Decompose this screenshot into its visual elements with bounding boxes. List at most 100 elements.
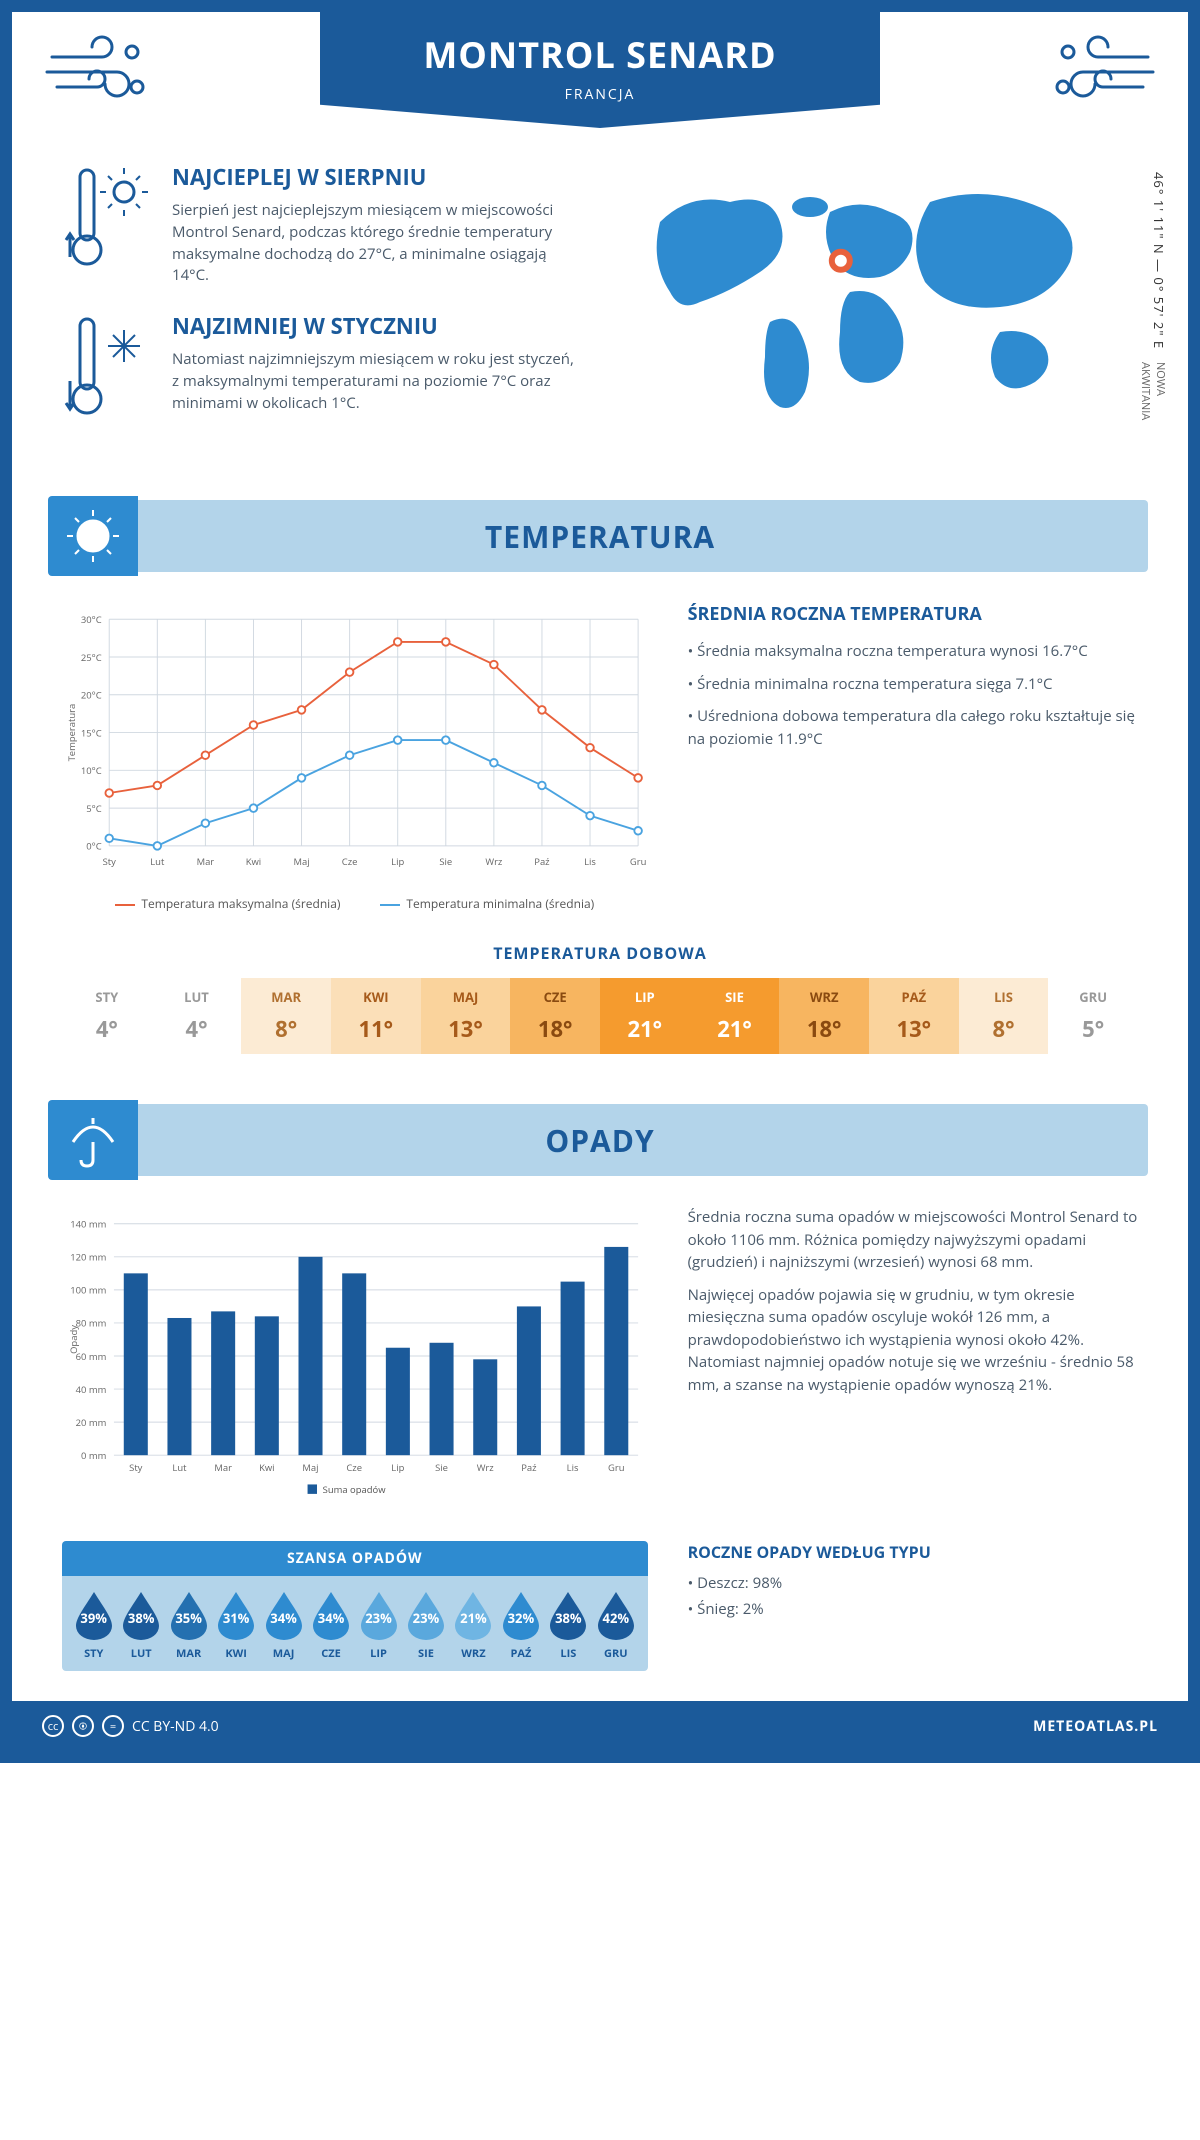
precip-p2: Najwięcej opadów pojawia się w grudniu, … xyxy=(688,1284,1138,1397)
svg-text:Maj: Maj xyxy=(293,855,309,868)
svg-text:Paź: Paź xyxy=(521,1461,537,1474)
rain-drop: 23%LIP xyxy=(357,1590,400,1661)
hottest-block: NAJCIEPLEJ W SIERPNIU Sierpień jest najc… xyxy=(62,162,580,287)
temp-cell: STY4° xyxy=(62,978,152,1054)
svg-text:Wrz: Wrz xyxy=(485,855,503,868)
coldest-title: NAJZIMNIEJ W STYCZNIU xyxy=(172,311,580,341)
svg-text:Temperatura: Temperatura xyxy=(65,704,78,762)
rain-drop: 39%STY xyxy=(72,1590,115,1661)
intro-section: NAJCIEPLEJ W SIERPNIU Sierpień jest najc… xyxy=(12,142,1188,480)
page: MONTROL SENARD FRANCJA NAJCIEPLEJ W SIER… xyxy=(0,0,1200,1763)
temperature-summary: ŚREDNIA ROCZNA TEMPERATURA • Średnia mak… xyxy=(688,602,1138,912)
temp-bullet: • Uśredniona dobowa temperatura dla całe… xyxy=(688,705,1138,750)
svg-text:Opady: Opady xyxy=(67,1325,80,1354)
precip-type-title: ROCZNE OPADY WEDŁUG TYPU xyxy=(688,1541,1138,1563)
svg-text:100 mm: 100 mm xyxy=(70,1284,106,1297)
thermometer-snow-icon xyxy=(62,311,152,426)
svg-text:140 mm: 140 mm xyxy=(70,1218,106,1231)
temperature-legend: Temperatura maksymalna (średnia) Tempera… xyxy=(62,895,648,912)
precipitation-section-header: OPADY xyxy=(52,1104,1148,1176)
svg-text:80 mm: 80 mm xyxy=(76,1317,107,1330)
precip-p1: Średnia roczna suma opadów w miejscowośc… xyxy=(688,1206,1138,1274)
svg-text:Mar: Mar xyxy=(214,1461,232,1474)
temp-cell: WRZ18° xyxy=(779,978,869,1054)
svg-text:10°C: 10°C xyxy=(81,764,102,777)
svg-text:25°C: 25°C xyxy=(81,651,102,664)
rain-chance-title: SZANSA OPADÓW xyxy=(62,1541,648,1576)
daily-temperature: TEMPERATURA DOBOWA STY4°LUT4°MAR8°KWI11°… xyxy=(12,942,1188,1084)
svg-text:Sie: Sie xyxy=(439,855,452,868)
svg-text:Lis: Lis xyxy=(567,1461,579,1474)
temp-cell: MAJ13° xyxy=(421,978,511,1054)
svg-text:Sty: Sty xyxy=(103,855,117,868)
rain-drop: 34%MAJ xyxy=(262,1590,305,1661)
site-label: METEOATLAS.PL xyxy=(1033,1717,1158,1736)
hottest-text: Sierpień jest najcieplejszym miesiącem w… xyxy=(172,200,580,287)
svg-text:20°C: 20°C xyxy=(81,689,102,702)
svg-text:5°C: 5°C xyxy=(86,802,101,815)
svg-text:Mar: Mar xyxy=(197,855,215,868)
rain-drop: 21%WRZ xyxy=(452,1590,495,1661)
temp-cell: CZE18° xyxy=(510,978,600,1054)
rain-drop: 31%KWI xyxy=(214,1590,257,1661)
title-banner: MONTROL SENARD FRANCJA xyxy=(320,12,880,128)
svg-text:Lut: Lut xyxy=(150,855,165,868)
svg-text:Maj: Maj xyxy=(302,1461,318,1474)
svg-text:0 mm: 0 mm xyxy=(81,1449,106,1462)
precipitation-chart-row: 0 mm20 mm40 mm60 mm80 mm100 mm120 mm140 … xyxy=(12,1176,1188,1541)
temp-summary-title: ŚREDNIA ROCZNA TEMPERATURA xyxy=(688,602,1138,626)
footer: cc 🅯 = CC BY-ND 4.0 METEOATLAS.PL xyxy=(12,1701,1188,1751)
rain-drop: 23%SIE xyxy=(404,1590,447,1661)
by-icon: 🅯 xyxy=(72,1715,94,1737)
temp-cell: MAR8° xyxy=(241,978,331,1054)
region-label: NOWA AKWITANIA xyxy=(1138,362,1168,427)
precipitation-bar-chart: 0 mm20 mm40 mm60 mm80 mm100 mm120 mm140 … xyxy=(62,1206,648,1511)
svg-text:120 mm: 120 mm xyxy=(70,1251,106,1264)
temp-bullet: • Średnia minimalna roczna temperatura s… xyxy=(688,673,1138,696)
svg-text:Cze: Cze xyxy=(346,1461,362,1474)
temp-cell: SIE21° xyxy=(690,978,780,1054)
temperature-section-header: TEMPERATURA xyxy=(52,500,1148,572)
svg-text:Paź: Paź xyxy=(534,855,550,868)
svg-text:15°C: 15°C xyxy=(81,726,102,739)
page-title: MONTROL SENARD xyxy=(320,30,880,79)
rain-drop: 42%GRU xyxy=(594,1590,637,1661)
rain-drop: 38%LUT xyxy=(119,1590,162,1661)
coldest-text: Natomiast najzimniejszym miesiącem w rok… xyxy=(172,349,580,414)
precip-type-item: • Śnieg: 2% xyxy=(688,1599,1138,1619)
legend-min: Temperatura minimalna (średnia) xyxy=(406,895,594,912)
thermometer-sun-icon xyxy=(62,162,152,287)
temp-cell: GRU5° xyxy=(1048,978,1138,1054)
svg-text:Kwi: Kwi xyxy=(259,1461,274,1474)
precipitation-title: OPADY xyxy=(545,1120,654,1161)
svg-text:Suma opadów: Suma opadów xyxy=(323,1483,387,1496)
svg-text:Sie: Sie xyxy=(435,1461,448,1474)
temp-cell: LIP21° xyxy=(600,978,690,1054)
svg-text:Gru: Gru xyxy=(630,855,647,868)
svg-text:Wrz: Wrz xyxy=(477,1461,495,1474)
svg-text:20 mm: 20 mm xyxy=(76,1416,107,1429)
wind-icon xyxy=(1048,32,1158,117)
temperature-title: TEMPERATURA xyxy=(485,516,715,557)
cc-icon: cc xyxy=(42,1715,64,1737)
svg-text:Lip: Lip xyxy=(391,1461,404,1474)
coordinates-label: 46° 1' 11" N — 0° 57' 2" E xyxy=(1150,172,1168,349)
rain-drop: 35%MAR xyxy=(167,1590,210,1661)
svg-text:Cze: Cze xyxy=(342,855,358,868)
rain-chance-panel: SZANSA OPADÓW 39%STY38%LUT35%MAR31%KWI34… xyxy=(62,1541,648,1671)
svg-text:30°C: 30°C xyxy=(81,613,102,626)
daily-temp-title: TEMPERATURA DOBOWA xyxy=(62,942,1138,964)
temp-bullet: • Średnia maksymalna roczna temperatura … xyxy=(688,640,1138,663)
umbrella-icon xyxy=(48,1100,138,1180)
svg-text:Gru: Gru xyxy=(608,1461,625,1474)
intro-text-column: NAJCIEPLEJ W SIERPNIU Sierpień jest najc… xyxy=(62,162,580,450)
svg-text:60 mm: 60 mm xyxy=(76,1350,107,1363)
license-text: CC BY-ND 4.0 xyxy=(132,1717,219,1736)
temp-cell: LUT4° xyxy=(152,978,242,1054)
precip-type-item: • Deszcz: 98% xyxy=(688,1573,1138,1593)
map-column: 46° 1' 11" N — 0° 57' 2" E NOWA AKWITANI… xyxy=(620,162,1138,450)
rain-drop: 32%PAŹ xyxy=(499,1590,542,1661)
temp-cell: KWI11° xyxy=(331,978,421,1054)
svg-text:Lut: Lut xyxy=(172,1461,187,1474)
temp-cell: LIS8° xyxy=(959,978,1049,1054)
